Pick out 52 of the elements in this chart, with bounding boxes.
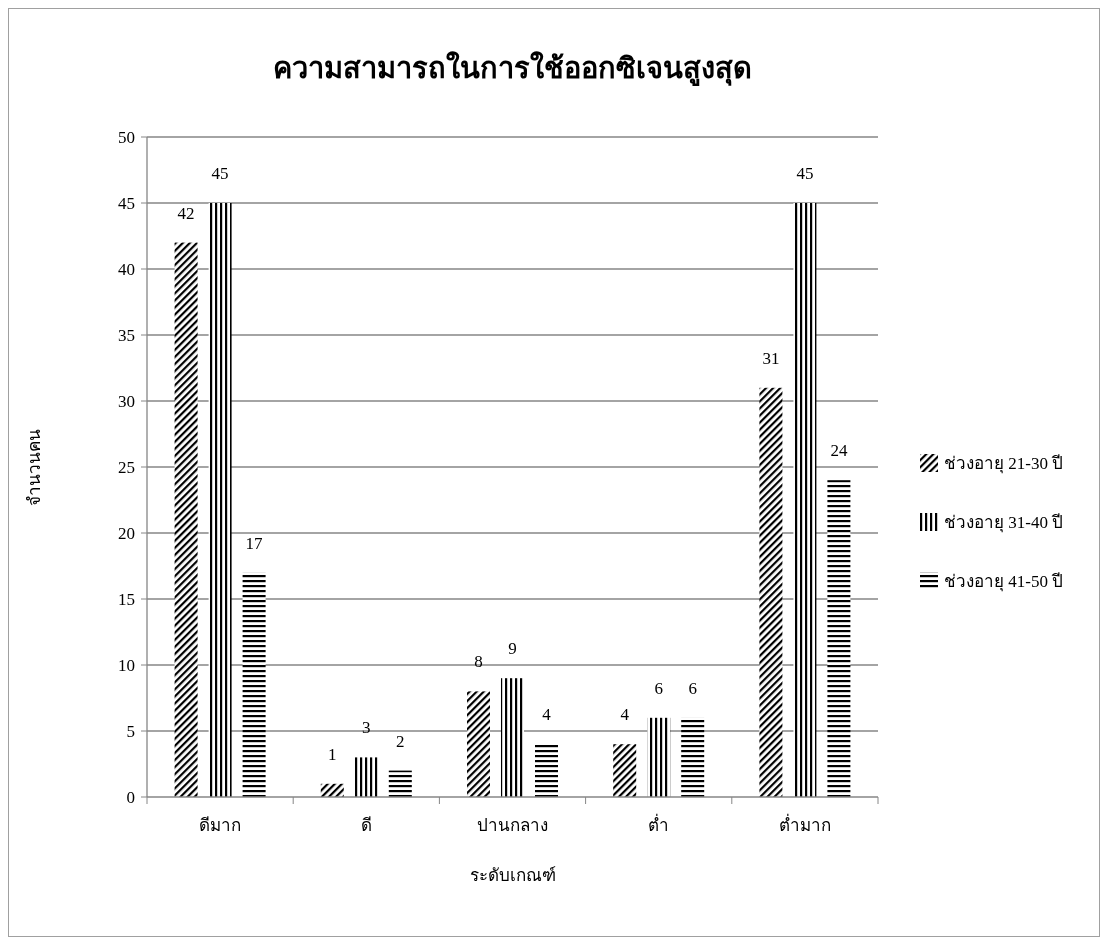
bar [208, 203, 232, 797]
y-tick-label: 10 [118, 656, 135, 675]
x-tick-label: ดี [360, 816, 372, 835]
bar [388, 770, 412, 797]
bar [467, 691, 490, 797]
bar [535, 744, 558, 797]
x-tick-label: ดีมาก [199, 816, 242, 835]
bar [681, 717, 705, 797]
bar [647, 717, 671, 797]
bar [242, 572, 266, 797]
data-label: 31 [762, 348, 780, 368]
x-tick-label: ต่ำมาก [778, 813, 831, 835]
data-label: 17 [245, 533, 264, 553]
bar [354, 757, 378, 797]
x-axis-title: ระดับเกณฑ์ [469, 866, 556, 885]
chart-title: ความสามารถในการใช้ออกซิเจนสูงสุด [273, 51, 752, 86]
data-label: 42 [177, 203, 195, 223]
y-tick-label: 20 [118, 524, 135, 543]
y-tick-label: 30 [118, 392, 135, 411]
data-label: 45 [211, 164, 229, 183]
y-tick-label: 25 [118, 458, 135, 477]
x-tick-label: ต่ำ [648, 813, 670, 835]
y-axis-title: จำนวนคน [25, 428, 44, 506]
data-label: 9 [508, 639, 517, 659]
legend-label: ช่วงอายุ 21-30 ปี [944, 454, 1064, 474]
bar [613, 744, 637, 797]
y-tick-label: 35 [118, 326, 135, 345]
legend-label: ช่วงอายุ 31-40 ปี [944, 513, 1064, 533]
y-tick-label: 40 [118, 260, 135, 279]
data-label: 6 [654, 678, 663, 698]
bar [174, 242, 198, 797]
data-label: 3 [362, 718, 371, 738]
data-label: 8 [474, 652, 483, 672]
legend-label: ช่วงอายุ 41-50 ปี [944, 572, 1064, 592]
data-label: 4 [542, 705, 552, 725]
data-label: 2 [396, 731, 405, 751]
bar [759, 387, 783, 797]
bar [320, 783, 344, 797]
data-label: 4 [620, 705, 630, 725]
data-label: 1 [328, 744, 337, 764]
bar [501, 678, 524, 797]
data-label: 6 [688, 678, 697, 698]
y-tick-label: 45 [118, 194, 135, 213]
x-tick-label: ปานกลาง [477, 816, 548, 835]
bar [827, 480, 851, 797]
data-label: 24 [830, 441, 848, 461]
bar [793, 203, 817, 797]
y-tick-label: 0 [126, 788, 135, 807]
y-tick-label: 5 [126, 722, 135, 741]
data-label: 45 [796, 164, 814, 183]
y-tick-label: 50 [118, 128, 135, 147]
y-tick-label: 15 [118, 590, 135, 609]
